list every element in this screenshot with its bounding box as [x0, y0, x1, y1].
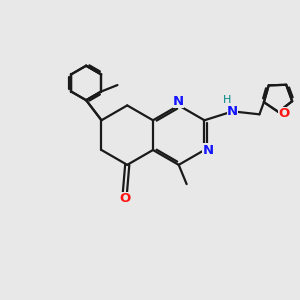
Text: O: O: [278, 106, 290, 120]
Text: N: N: [202, 143, 214, 157]
Text: N: N: [227, 105, 238, 118]
Text: N: N: [173, 95, 184, 108]
Text: O: O: [119, 192, 130, 205]
Text: H: H: [223, 95, 232, 105]
